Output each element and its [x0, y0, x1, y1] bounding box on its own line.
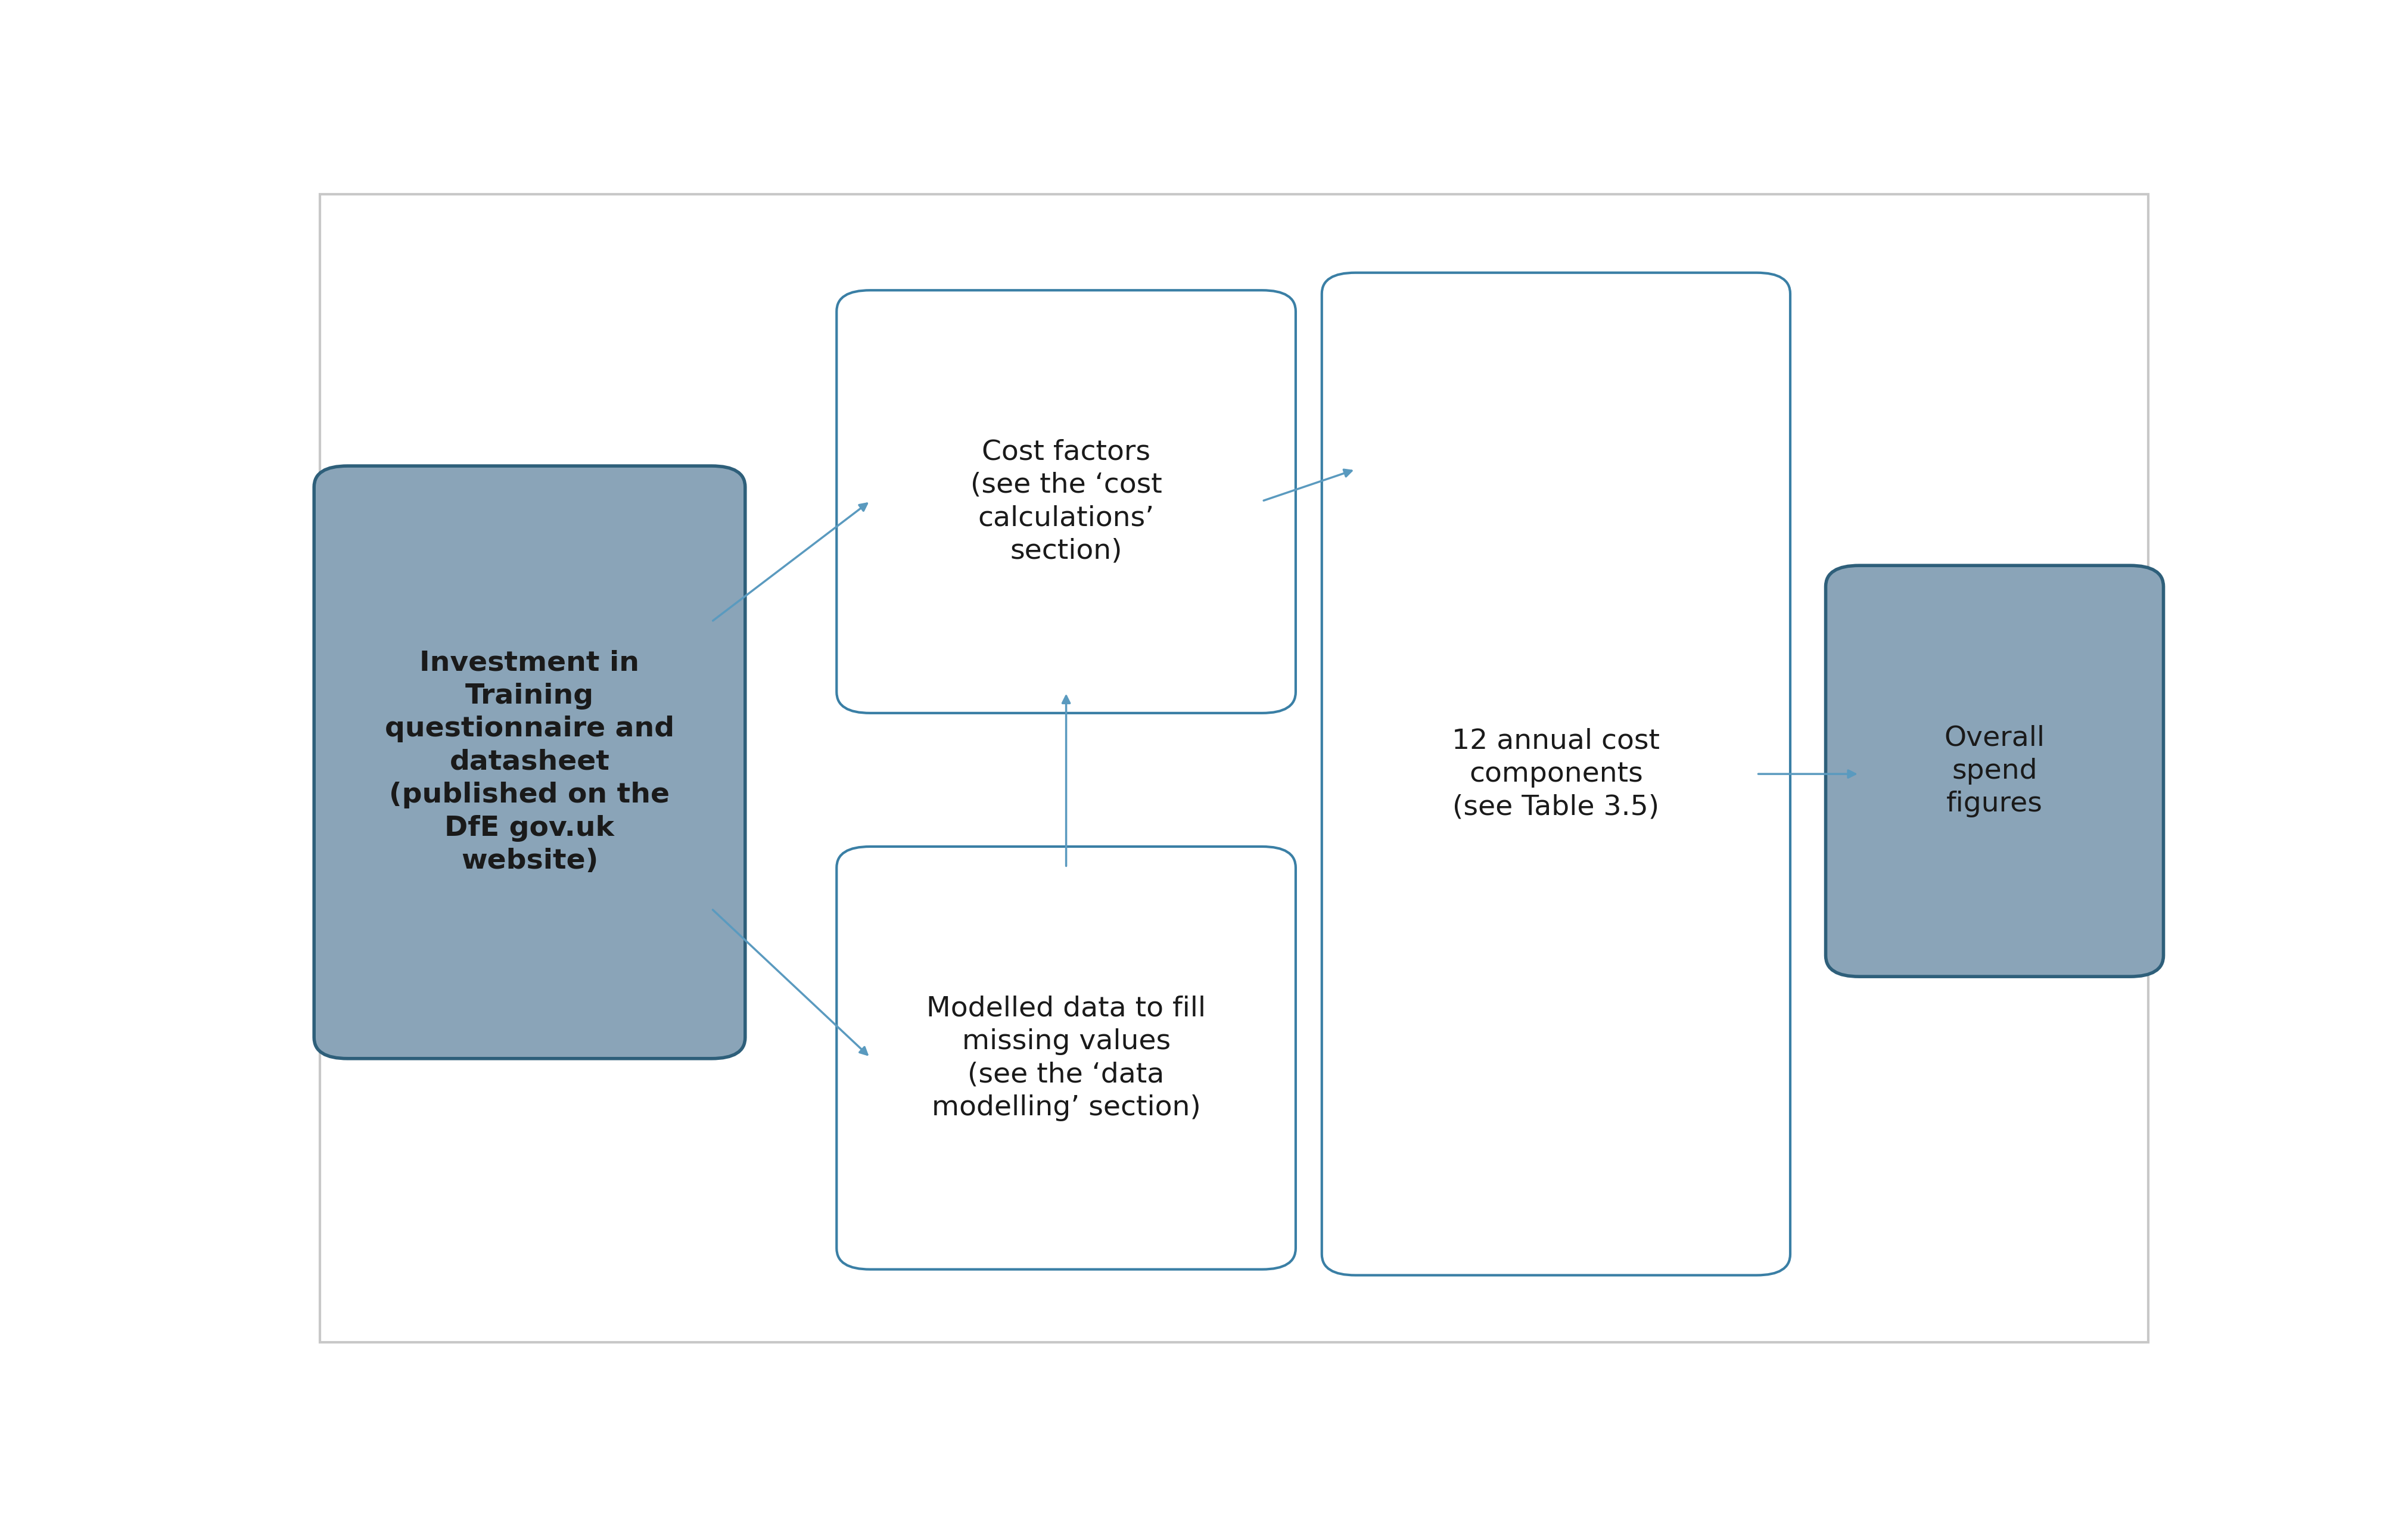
Text: Modelled data to fill
missing values
(see the ‘data
modelling’ section): Modelled data to fill missing values (se… [927, 995, 1206, 1121]
FancyBboxPatch shape [1322, 272, 1789, 1275]
FancyBboxPatch shape [836, 291, 1296, 713]
Text: Overall
spend
figures: Overall spend figures [1943, 724, 2044, 817]
FancyBboxPatch shape [1825, 566, 2162, 976]
FancyBboxPatch shape [836, 847, 1296, 1270]
Text: Cost factors
(see the ‘cost
calculations’
section): Cost factors (see the ‘cost calculations… [970, 438, 1163, 564]
FancyBboxPatch shape [313, 465, 744, 1059]
Text: 12 annual cost
components
(see Table 3.5): 12 annual cost components (see Table 3.5… [1452, 727, 1659, 820]
Text: Investment in
Training
questionnaire and
datasheet
(published on the
DfE gov.uk
: Investment in Training questionnaire and… [385, 649, 674, 875]
